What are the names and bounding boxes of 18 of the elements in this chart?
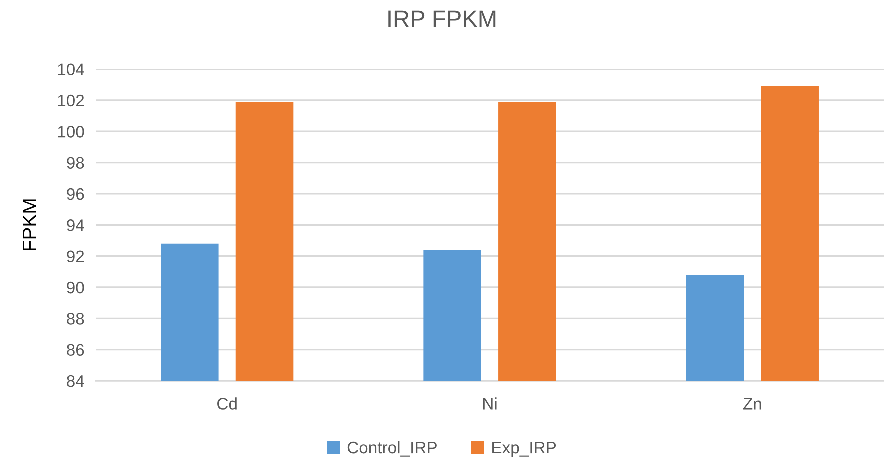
y-tick-label: 104 [58, 64, 84, 76]
x-tick-label: Cd [218, 398, 237, 410]
legend-label: Exp_IRP [492, 442, 556, 458]
y-tick-label: 94 [67, 220, 84, 232]
y-tick-label: 98 [67, 157, 84, 170]
chart-title: IRP FPKM [388, 10, 496, 28]
y-tick-label: 84 [67, 375, 84, 388]
y-tick-label: 88 [67, 313, 84, 325]
x-tick-label: Ni [484, 398, 497, 410]
y-tick-label: 96 [67, 188, 84, 200]
y-tick-label: 102 [58, 94, 84, 107]
x-tick-label: Zn [743, 398, 762, 410]
y-tick-label: 92 [67, 250, 84, 263]
y-tick-label: 86 [67, 344, 84, 356]
legend-label: Control_IRP [348, 441, 437, 457]
y-tick-label: 90 [67, 282, 84, 294]
y-tick-label: 100 [58, 126, 84, 138]
y-axis-title: FPKM [23, 200, 36, 251]
